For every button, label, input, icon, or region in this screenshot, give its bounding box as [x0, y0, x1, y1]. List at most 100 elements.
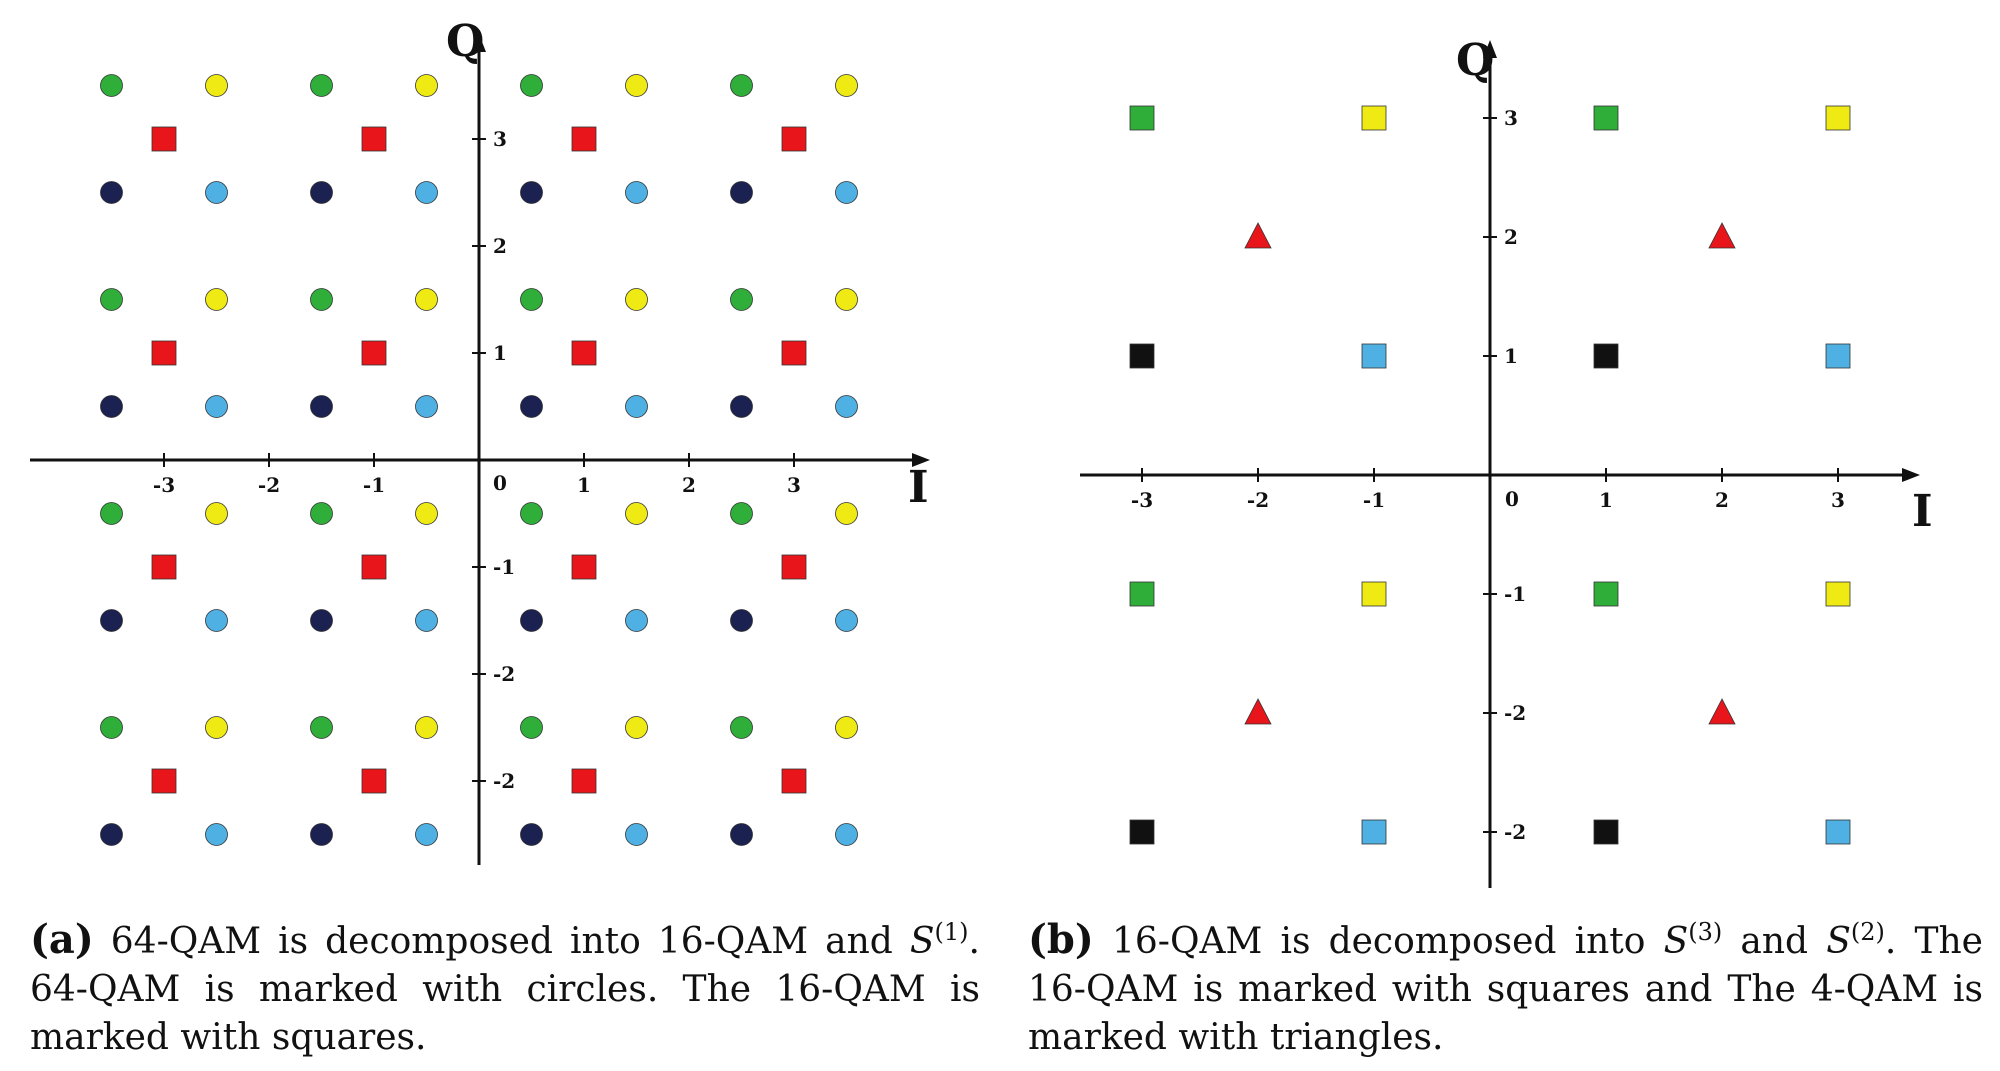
constellation-point-circle [100, 609, 123, 632]
y-tick-label: -1 [1504, 582, 1526, 606]
constellation-point-square [1825, 581, 1851, 607]
constellation-point-circle [520, 823, 543, 846]
constellation-point-square [1129, 819, 1155, 845]
caption-a-rest: 64-QAM is marked with circles. The 16-QA… [30, 969, 980, 1058]
x-tick-label: 2 [682, 473, 696, 497]
constellation-point-square [781, 768, 807, 794]
constellation-point-circle [835, 395, 858, 418]
constellation-point-square [1825, 105, 1851, 131]
x-tick-label: -2 [258, 473, 280, 497]
constellation-point-square [1129, 581, 1155, 607]
constellation-point-circle [310, 181, 333, 204]
y-tick-label: 3 [1504, 106, 1518, 130]
constellation-point-circle [415, 609, 438, 632]
caption-b-rest: . The 16-QAM is marked with squares and … [1028, 921, 1983, 1058]
constellation-point-square [781, 126, 807, 152]
constellation-point-circle [415, 502, 438, 525]
constellation-point-circle [100, 288, 123, 311]
constellation-point-circle [835, 288, 858, 311]
constellation-point-circle [520, 288, 543, 311]
constellation-point-square [781, 340, 807, 366]
constellation-point-circle [520, 181, 543, 204]
constellation-point-circle [310, 288, 333, 311]
constellation-point-circle [415, 181, 438, 204]
constellation-point-circle [730, 395, 753, 418]
constellation-point-square [571, 126, 597, 152]
constellation-point-square [1129, 343, 1155, 369]
i-axis-arrow [1902, 468, 1920, 482]
constellation-point-circle [415, 716, 438, 739]
constellation-point-circle [205, 288, 228, 311]
constellation-point-square [361, 340, 387, 366]
caption-a-sup: (1) [934, 918, 969, 946]
constellation-point-circle [100, 823, 123, 846]
constellation-point-circle [625, 716, 648, 739]
caption-b-text1: 16-QAM is decomposed into [1111, 921, 1646, 962]
constellation-point-square [1593, 819, 1619, 845]
caption-b-tag: (b) [1028, 916, 1094, 963]
y-tick-label: 2 [493, 234, 507, 258]
q-axis-arrow [1483, 40, 1497, 58]
i-axis-label: I [1912, 486, 1933, 537]
constellation-point-square [1825, 819, 1851, 845]
constellation-point-circle [730, 288, 753, 311]
constellation-point-circle [625, 823, 648, 846]
constellation-point-circle [625, 502, 648, 525]
constellation-point-square [151, 340, 177, 366]
constellation-point-circle [730, 609, 753, 632]
constellation-point-circle [100, 502, 123, 525]
constellation-point-circle [730, 823, 753, 846]
caption-a-tag: (a) [30, 916, 94, 963]
caption-a-symbol: S [909, 921, 935, 962]
constellation-point-square [1825, 343, 1851, 369]
constellation-point-square [1361, 105, 1387, 131]
y-tick-label: 1 [1504, 344, 1518, 368]
constellation-point-circle [730, 181, 753, 204]
constellation-point-circle [100, 181, 123, 204]
i-axis-label: I [908, 462, 929, 513]
constellation-point-circle [100, 716, 123, 739]
constellation-point-square [1361, 819, 1387, 845]
constellation-point-square [1129, 105, 1155, 131]
caption-a: (a) 64-QAM is decomposed into 16-QAM and… [30, 908, 980, 1062]
caption-b-sup1: (3) [1688, 918, 1723, 946]
x-tick-label: 1 [1599, 488, 1613, 512]
caption-b: (b) 16-QAM is decomposed into S(3) and S… [1028, 908, 1983, 1062]
constellation-point-circle [205, 609, 228, 632]
constellation-point-square [1593, 581, 1619, 607]
constellation-point-triangle [1244, 222, 1272, 249]
constellation-point-square [361, 126, 387, 152]
constellation-point-circle [730, 502, 753, 525]
constellation-point-square [1593, 343, 1619, 369]
constellation-point-square [1593, 105, 1619, 131]
constellation-point-circle [835, 823, 858, 846]
q-axis-arrow [472, 34, 486, 52]
constellation-point-circle [205, 181, 228, 204]
constellation-point-circle [520, 716, 543, 739]
caption-b-symbol2: S [1826, 921, 1851, 962]
y-tick-label: -2 [493, 769, 515, 793]
y-tick-label: -1 [493, 555, 515, 579]
constellation-point-circle [625, 181, 648, 204]
x-tick-label: -1 [363, 473, 385, 497]
constellation-point-square [781, 554, 807, 580]
x-tick-label: -1 [1363, 488, 1385, 512]
constellation-point-circle [625, 74, 648, 97]
x-tick-label: -3 [1131, 488, 1153, 512]
constellation-point-triangle [1708, 222, 1736, 249]
constellation-point-circle [520, 609, 543, 632]
y-tick-label: -2 [493, 662, 515, 686]
constellation-point-triangle [1708, 698, 1736, 725]
constellation-point-circle [625, 288, 648, 311]
constellation-point-circle [310, 395, 333, 418]
caption-b-sup2: (2) [1850, 918, 1885, 946]
constellation-point-circle [205, 716, 228, 739]
constellation-point-circle [205, 823, 228, 846]
constellation-point-circle [310, 74, 333, 97]
constellation-point-circle [415, 823, 438, 846]
constellation-point-circle [205, 74, 228, 97]
x-tick-label: -3 [153, 473, 175, 497]
constellation-point-circle [100, 395, 123, 418]
constellation-point-circle [310, 716, 333, 739]
